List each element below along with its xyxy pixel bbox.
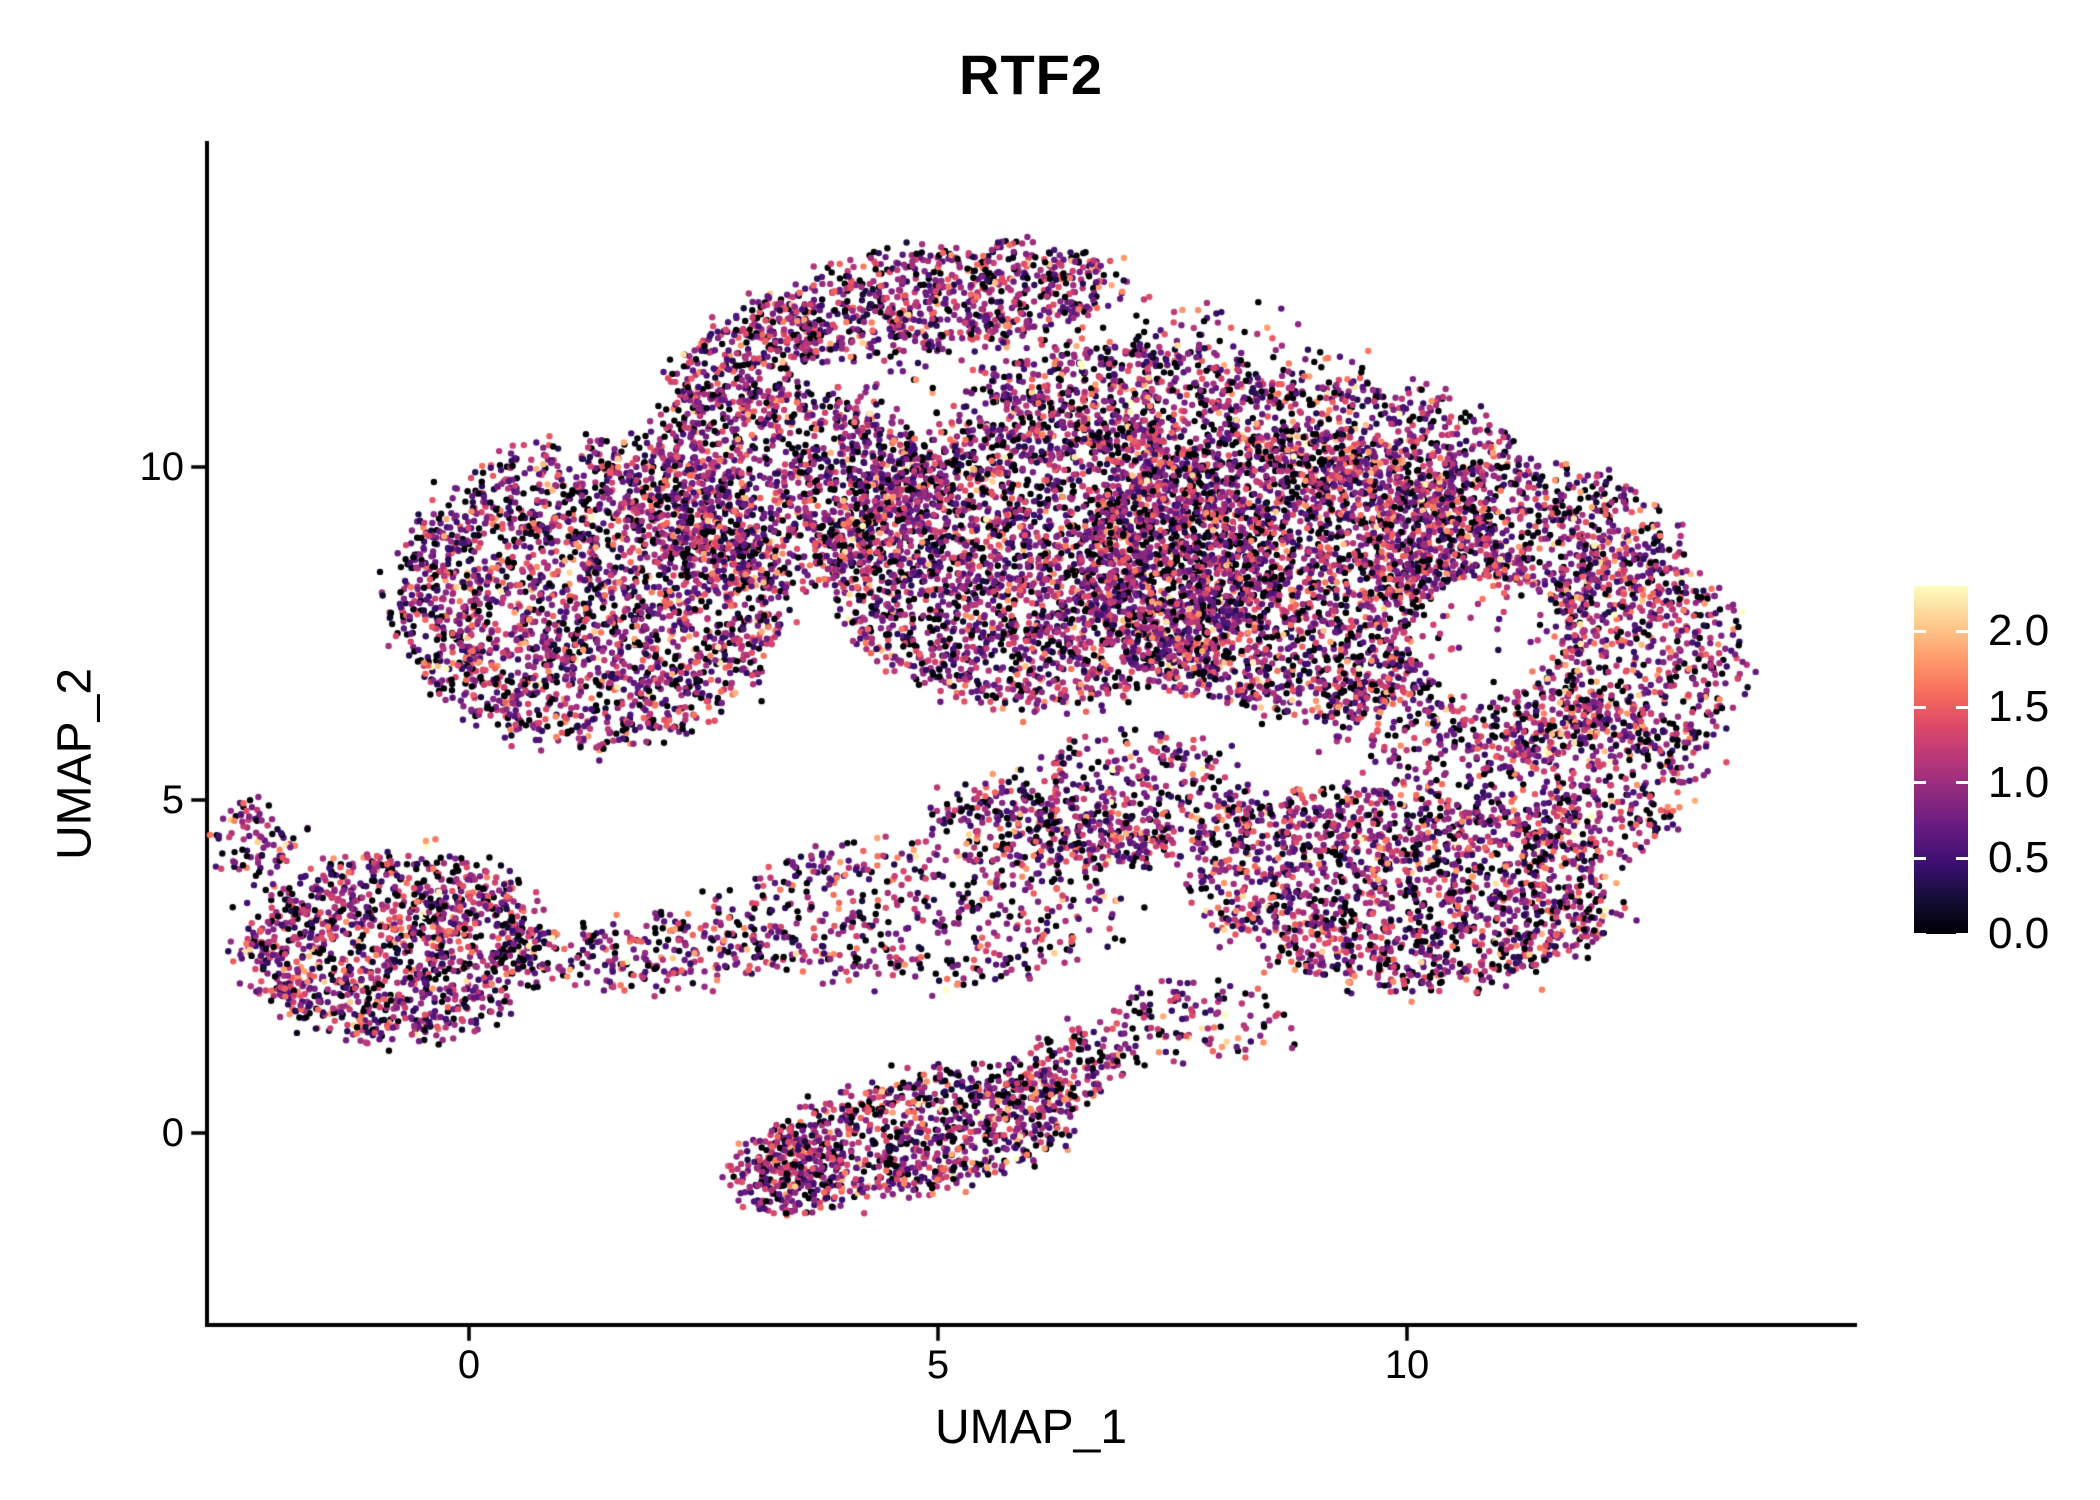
colorbar-tick-label: 1.0 — [1988, 757, 2050, 807]
colorbar-tick — [1914, 629, 1926, 633]
colorbar-tick — [1914, 705, 1926, 709]
colorbar-tick-label: 2.0 — [1988, 606, 2050, 656]
colorbar-tick — [1956, 856, 1968, 860]
colorbar-tick — [1956, 629, 1968, 633]
colorbar-tick — [1956, 781, 1968, 785]
colorbar-tick-label: 1.5 — [1988, 682, 2050, 732]
colorbar-tick — [1914, 932, 1926, 936]
colorbar-tick-label: 0.0 — [1988, 909, 2050, 958]
colorbar-tick — [1956, 932, 1968, 936]
colorbar-gradient — [1914, 586, 1968, 934]
y-tick-label: 10 — [139, 445, 185, 489]
x-tick-label: 0 — [457, 1343, 481, 1387]
y-axis-title: UMAP_2 — [48, 667, 102, 861]
colorbar-tick — [1914, 856, 1926, 860]
x-tick-label: 5 — [926, 1343, 950, 1387]
y-tick-label: 0 — [161, 1111, 184, 1155]
colorbar-tick-label: 0.5 — [1988, 833, 2050, 883]
y-tick-label: 5 — [161, 778, 184, 822]
colorbar-tick — [1914, 781, 1926, 785]
plot-title: RTF2 — [959, 43, 1103, 106]
x-axis-title: UMAP_1 — [934, 1401, 1128, 1454]
colorbar-tick — [1956, 705, 1968, 709]
x-tick-label: 10 — [1384, 1343, 1430, 1387]
